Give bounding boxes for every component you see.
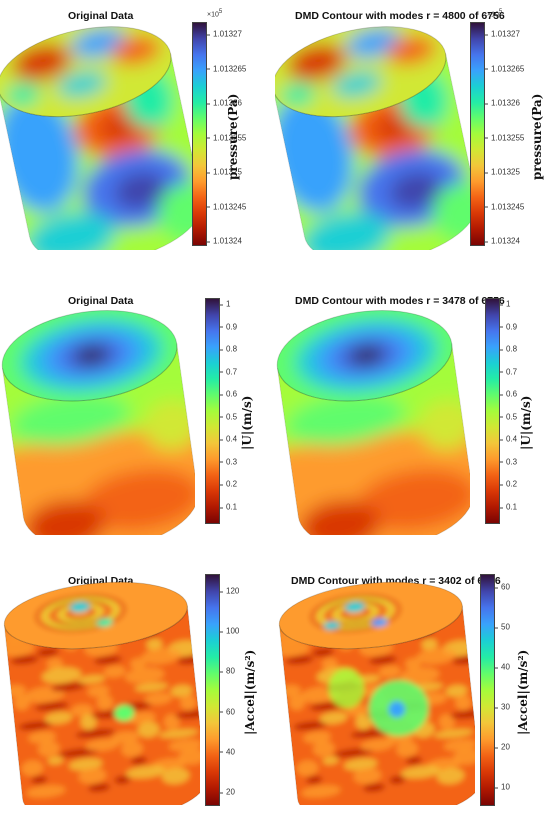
colorbar-tick-label: 10 xyxy=(495,782,510,792)
colorbar-label: |Accel|(m/s²) xyxy=(243,649,257,735)
colorbar-tick-label: 0.8 xyxy=(499,344,518,354)
colorbar-tick-label: 40 xyxy=(495,662,510,672)
colorbar-tick-label: 1.013265 xyxy=(206,64,247,73)
colorbar-tick-label: 60 xyxy=(220,707,235,717)
colorbar-multiplier: ×105 xyxy=(207,9,223,19)
colorbar xyxy=(205,574,220,806)
panel-title: DMD Contour with modes r = 3402 of 6756 xyxy=(291,575,501,587)
panel-velocity-original: Original Data 1 0.9 0.8 0.7 0.6 0.5 0.4 0.3 0.2 0… xyxy=(0,285,275,553)
panel-accel-dmd: DMD Contour with modes r = 3402 of 6756 … xyxy=(275,565,550,833)
cylinder-contour xyxy=(275,12,470,250)
colorbar xyxy=(470,22,485,246)
colorbar-tick-label: 0.6 xyxy=(219,389,238,399)
colorbar-tick-label: 1.01324 xyxy=(485,236,520,246)
colorbar-tick-label: 0.1 xyxy=(499,502,518,512)
colorbar-label: |U|(m/s) xyxy=(519,395,533,450)
colorbar xyxy=(192,22,207,246)
colorbar-tick-label: 0.7 xyxy=(499,367,518,377)
panel-accel-original: Original Data 120 100 80 60 40 20 xyxy=(0,565,275,833)
colorbar-tick-label: 0.3 xyxy=(499,457,518,467)
colorbar-tick-label: 0.5 xyxy=(499,412,518,422)
cylinder-contour xyxy=(276,574,475,805)
colorbar-tick-label: 1.01324 xyxy=(207,236,242,246)
colorbar xyxy=(480,574,495,806)
colorbar-tick-label: 1.013255 xyxy=(484,133,525,142)
colorbar-multiplier: ×105 xyxy=(487,9,503,19)
colorbar-label: pressure(Pa) xyxy=(226,93,240,180)
colorbar-tick-label: 1.01326 xyxy=(207,98,242,108)
colorbar-tick-label: 0.4 xyxy=(499,434,518,444)
panel-title: DMD Contour with modes r = 4800 of 6756 xyxy=(295,10,505,22)
colorbar-label: |Accel|(m/s²) xyxy=(516,649,530,735)
colorbar-tick-label: 0.6 xyxy=(499,389,518,399)
colorbar-tick-label: 0.1 xyxy=(219,502,238,512)
colorbar-tick-label: 0.3 xyxy=(219,457,238,467)
colorbar-tick-label: 120 xyxy=(219,586,240,596)
colorbar-tick-label: 0.9 xyxy=(219,322,238,332)
colorbar xyxy=(205,298,220,524)
colorbar-tick-label: 1.01326 xyxy=(485,98,520,108)
colorbar-label: pressure(Pa) xyxy=(530,93,544,180)
colorbar-tick-label: 40 xyxy=(220,747,235,757)
colorbar-tick-label: 0.9 xyxy=(499,322,518,332)
panel-pressure-original: Original Data ×105 1.01327 1.013265 1.0132… xyxy=(0,0,275,268)
panel-pressure-dmd: DMD Contour with modes r = 4800 of 6756 … xyxy=(275,0,550,268)
colorbar-tick-label: 1.013265 xyxy=(484,64,525,73)
cylinder-contour xyxy=(0,299,195,535)
colorbar-tick-label: 0.7 xyxy=(219,367,238,377)
colorbar-tick-label: 1.01327 xyxy=(485,29,520,39)
colorbar-tick-label: 1.013245 xyxy=(484,202,525,211)
cylinder-contour xyxy=(0,12,195,250)
colorbar-tick-label: 30 xyxy=(495,702,510,712)
panel-title: Original Data xyxy=(68,10,134,22)
colorbar-tick-label: 1.01325 xyxy=(485,167,520,177)
colorbar-tick-label: 1.01327 xyxy=(207,29,242,39)
cylinder-contour xyxy=(275,299,470,535)
colorbar-tick-label: 20 xyxy=(220,787,235,797)
colorbar-tick-label: 0.4 xyxy=(219,434,238,444)
colorbar-tick-label: 1 xyxy=(499,299,511,309)
panel-title: Original Data xyxy=(68,295,134,307)
colorbar-tick-label: 0.2 xyxy=(219,479,238,489)
colorbar-tick-label: 60 xyxy=(495,582,510,592)
colorbar-tick-label: 1 xyxy=(219,299,231,309)
colorbar-tick-label: 20 xyxy=(495,742,510,752)
colorbar-tick-label: 100 xyxy=(219,626,240,636)
colorbar-tick-label: 1.013255 xyxy=(206,133,247,142)
colorbar-tick-label: 0.5 xyxy=(219,412,238,422)
cylinder-contour xyxy=(1,574,200,805)
colorbar-tick-label: 50 xyxy=(495,622,510,632)
colorbar xyxy=(485,298,500,524)
colorbar-tick-label: 80 xyxy=(220,666,235,676)
colorbar-label: |U|(m/s) xyxy=(240,395,254,450)
panel-velocity-dmd: DMD Contour with modes r = 3478 of 6756 … xyxy=(275,285,550,553)
colorbar-tick-label: 0.8 xyxy=(219,344,238,354)
colorbar-tick-label: 1.013245 xyxy=(206,202,247,211)
colorbar-tick-label: 0.2 xyxy=(499,479,518,489)
panel-title: DMD Contour with modes r = 3478 of 6756 xyxy=(295,295,505,307)
colorbar-tick-label: 1.01325 xyxy=(207,167,242,177)
